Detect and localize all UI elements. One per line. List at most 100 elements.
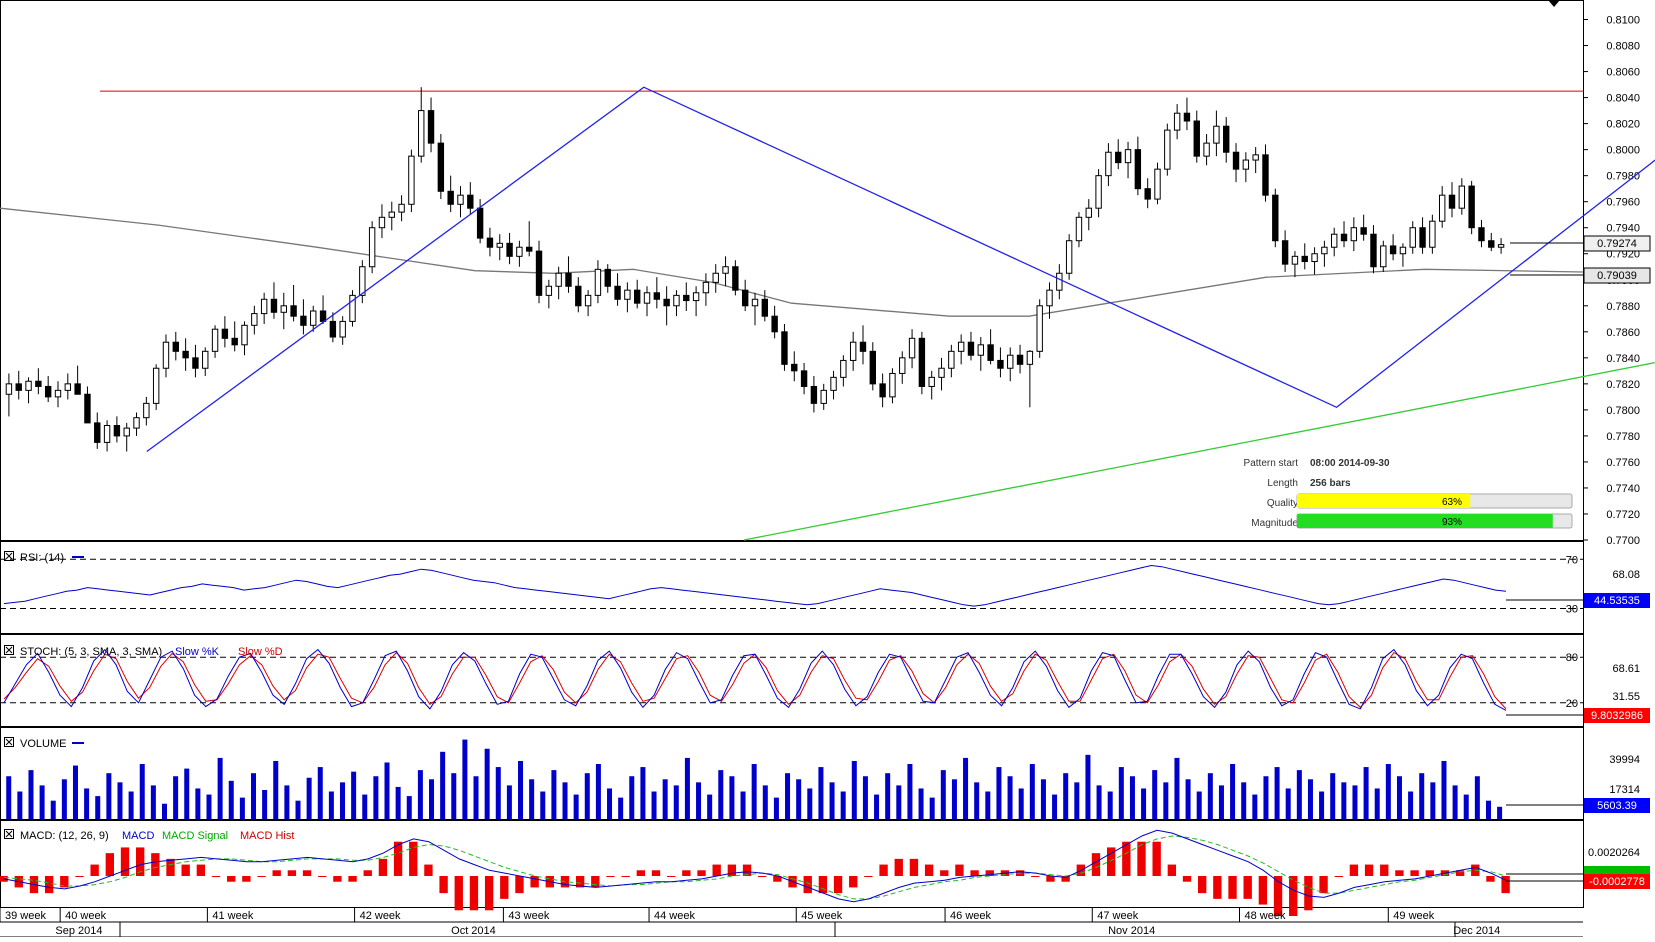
candle-body	[103, 424, 111, 443]
volume-bar	[1374, 788, 1380, 819]
macd-hist-bar	[393, 841, 403, 876]
candle-body	[143, 402, 150, 419]
candle-body	[810, 385, 818, 404]
macd-signal-line	[3, 835, 1507, 900]
candle-body	[1272, 194, 1279, 242]
candle-body	[506, 242, 513, 257]
candle-body	[1301, 255, 1308, 263]
candle-body	[251, 313, 258, 326]
macd-hist-bar	[1213, 876, 1222, 899]
candle-body	[270, 298, 278, 313]
volume-bar	[818, 767, 824, 819]
candle-body	[555, 272, 562, 287]
candle-body	[535, 250, 543, 296]
length-value: 256 bars	[1310, 478, 1351, 489]
macd-hist-bar	[1425, 870, 1434, 876]
volume-bar	[351, 771, 357, 819]
volume-bar	[518, 760, 524, 819]
y-tick-label: 0.8040	[1606, 93, 1640, 105]
macd-current-box	[1584, 874, 1650, 889]
candle-body	[5, 383, 13, 395]
candle-body	[1438, 194, 1446, 222]
macd-hist-bar	[1152, 841, 1161, 876]
candle-body	[584, 294, 592, 307]
macd-hist-bar	[287, 870, 297, 876]
volume-bar	[462, 739, 468, 819]
candle-body	[25, 380, 32, 391]
volume-bar	[673, 785, 679, 819]
volume-bar	[6, 776, 12, 819]
volume-bar	[406, 796, 412, 819]
macd-hist-legend: MACD Hist	[240, 830, 294, 842]
candle-body	[1173, 112, 1181, 131]
volume-title: VOLUME	[20, 738, 66, 750]
rsi-line	[3, 564, 1507, 607]
week-label: 41 week	[212, 910, 253, 922]
volume-bar	[128, 791, 134, 819]
candle-body	[398, 203, 405, 213]
candle-body	[192, 357, 199, 369]
macd-hist-bar	[1122, 841, 1131, 876]
candle-body	[1203, 142, 1210, 157]
ma-value-label: 0.79039	[1597, 270, 1637, 282]
candle-body	[1036, 305, 1043, 352]
candle-body	[751, 298, 759, 307]
macd-hist-bar	[1198, 876, 1207, 894]
rsi-level-label: 30	[1566, 604, 1578, 616]
candle-body	[290, 305, 297, 317]
candle-body	[162, 341, 170, 369]
macd-hist-bar	[667, 876, 676, 877]
rsi-current-label: 44.53535	[1594, 595, 1640, 607]
volume-bar	[1441, 760, 1447, 819]
candle-body	[1056, 272, 1063, 291]
candle-body	[182, 350, 189, 359]
candle-body	[1291, 255, 1299, 265]
candle-body	[1105, 151, 1112, 177]
macd-main-legend: MACD	[122, 830, 154, 842]
pattern-info-box: Pattern start 08:00 2014-09-30 Length 25…	[1244, 458, 1573, 529]
macd-hist-bar	[575, 876, 585, 888]
volume-bar	[1141, 788, 1147, 819]
candle-body	[1026, 350, 1034, 365]
volume-current-box	[1584, 798, 1650, 813]
candle-body	[1409, 227, 1416, 248]
candle-body	[957, 341, 965, 352]
panel-frame	[0, 820, 1584, 908]
volume-bar	[785, 773, 791, 819]
candle-body	[447, 190, 454, 205]
candle-body	[604, 268, 611, 287]
volume-bar	[1118, 767, 1124, 819]
candle-body	[1154, 168, 1161, 200]
volume-bar	[139, 764, 145, 819]
week-label: 46 week	[950, 910, 991, 922]
macd-hist-bar	[1258, 876, 1268, 905]
candle-body	[928, 376, 935, 387]
volume-title-group: VOLUME	[20, 738, 66, 750]
macd-hist-bar	[1182, 876, 1192, 882]
volume-right-tick: 39994	[1609, 754, 1640, 766]
candle-body	[1144, 188, 1151, 200]
macd-hist-bar	[44, 876, 54, 894]
volume-bar	[918, 788, 924, 819]
macd-hist-bar	[60, 876, 69, 888]
candle-body	[496, 242, 503, 248]
volume-bar	[1430, 782, 1436, 819]
macd-hist-bar	[940, 870, 949, 876]
stoch-level-label: 20	[1566, 698, 1578, 710]
candle-body	[1183, 112, 1191, 122]
macd-title-group: MACD: (12, 26, 9) MACD MACD Signal MACD …	[20, 830, 294, 842]
volume-current-label: 5603.39	[1597, 800, 1637, 812]
volume-bar	[295, 800, 301, 819]
candle-body	[1262, 154, 1269, 196]
stoch-right-tick: 68.61	[1612, 663, 1640, 675]
candle-body	[1429, 220, 1436, 248]
candle-body	[359, 266, 366, 296]
macd-main-line	[3, 829, 1507, 903]
volume-bar	[796, 779, 802, 819]
macd-hist-bar	[1455, 870, 1465, 876]
macd-hist-bar	[1380, 864, 1389, 876]
macd-hist-bar	[985, 870, 994, 876]
candle-body	[987, 344, 994, 361]
y-tick-label: 0.7800	[1606, 405, 1640, 417]
candle-body	[614, 285, 621, 300]
